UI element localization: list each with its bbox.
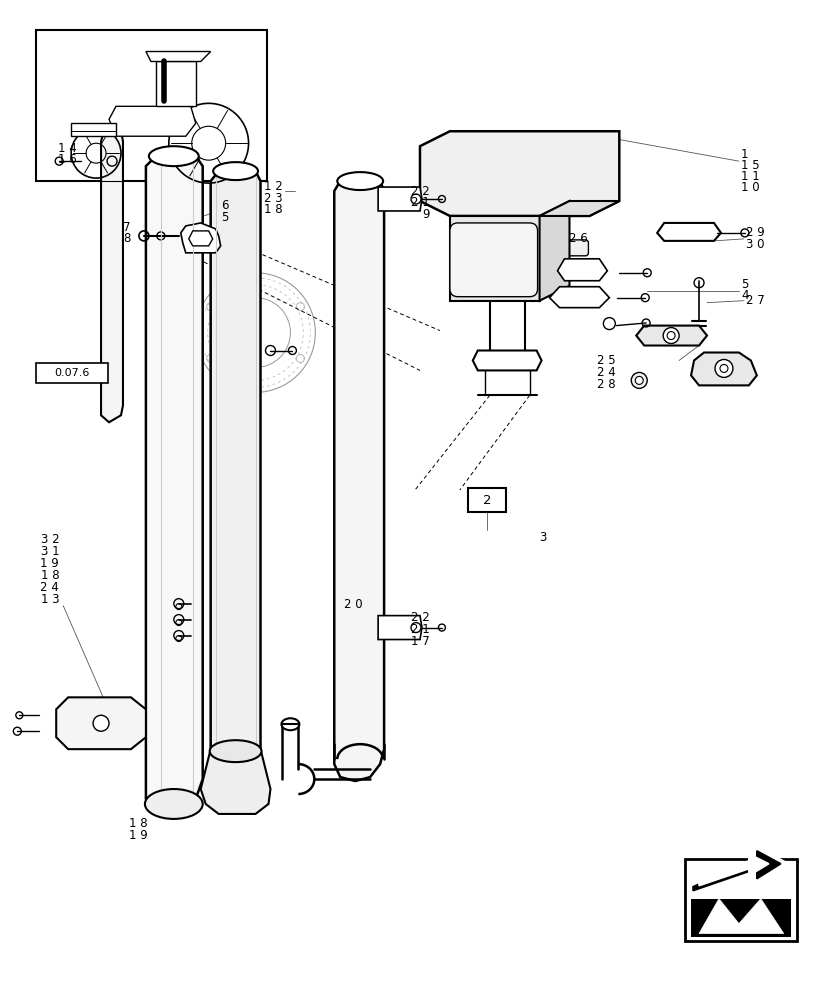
Polygon shape: [691, 352, 756, 385]
Polygon shape: [155, 61, 195, 106]
Text: 0.07.6: 0.07.6: [55, 368, 90, 378]
Polygon shape: [692, 851, 780, 891]
Text: 2 5: 2 5: [596, 354, 615, 367]
Text: 1: 1: [740, 148, 748, 161]
Polygon shape: [109, 106, 195, 136]
Polygon shape: [691, 899, 790, 937]
Ellipse shape: [149, 146, 198, 166]
Text: 2 0: 2 0: [343, 598, 361, 611]
Text: 1 8: 1 8: [129, 817, 147, 830]
Text: 3 2: 3 2: [41, 533, 59, 546]
Text: 4: 4: [740, 289, 748, 302]
Text: 5: 5: [220, 211, 227, 224]
Bar: [467, 488, 505, 512]
Text: 1 9: 1 9: [129, 829, 147, 842]
Ellipse shape: [281, 718, 299, 730]
Circle shape: [715, 359, 732, 377]
Polygon shape: [200, 749, 270, 814]
Polygon shape: [557, 259, 607, 281]
Ellipse shape: [337, 172, 383, 190]
Polygon shape: [449, 216, 539, 301]
Polygon shape: [71, 123, 116, 136]
Polygon shape: [698, 854, 768, 886]
Circle shape: [634, 376, 643, 384]
Bar: [36, 363, 108, 383]
Polygon shape: [101, 131, 123, 422]
Text: 2 4: 2 4: [596, 366, 615, 379]
Text: 2: 2: [482, 493, 490, 506]
Polygon shape: [146, 52, 210, 61]
Text: 3: 3: [539, 531, 547, 544]
Polygon shape: [146, 156, 203, 814]
Polygon shape: [56, 697, 146, 749]
Text: 1 6: 1 6: [59, 153, 77, 166]
Polygon shape: [210, 171, 261, 804]
Ellipse shape: [209, 740, 261, 762]
Polygon shape: [472, 351, 541, 370]
Text: 3 0: 3 0: [745, 238, 763, 251]
Text: 1 7: 1 7: [411, 635, 429, 648]
Polygon shape: [180, 223, 220, 253]
Polygon shape: [635, 326, 706, 346]
Text: 2 8: 2 8: [596, 378, 615, 391]
Polygon shape: [334, 181, 384, 781]
Text: 1 8: 1 8: [41, 569, 59, 582]
Circle shape: [662, 328, 678, 344]
Polygon shape: [691, 849, 788, 894]
Text: 2 2: 2 2: [411, 611, 429, 624]
FancyBboxPatch shape: [449, 223, 537, 297]
Text: 2 2: 2 2: [411, 185, 429, 198]
Circle shape: [719, 364, 727, 372]
Polygon shape: [419, 131, 619, 216]
Polygon shape: [378, 616, 422, 640]
Text: 7: 7: [123, 221, 131, 234]
Circle shape: [93, 715, 109, 731]
Text: 3 1: 3 1: [41, 545, 59, 558]
Text: 8: 8: [123, 232, 131, 245]
Text: 1 2: 1 2: [263, 180, 282, 193]
Text: 2 3: 2 3: [264, 192, 282, 205]
Polygon shape: [549, 287, 609, 308]
Bar: [684, 859, 796, 941]
Text: 2 9: 2 9: [745, 226, 763, 239]
Text: 2 4: 2 4: [41, 581, 59, 594]
Polygon shape: [378, 187, 422, 211]
Text: 1 8: 1 8: [264, 203, 282, 216]
Polygon shape: [539, 201, 619, 216]
Text: 5: 5: [740, 278, 748, 291]
FancyBboxPatch shape: [554, 240, 588, 256]
Text: 2 1: 2 1: [411, 196, 429, 209]
Text: 1 0: 1 0: [740, 181, 758, 194]
Polygon shape: [189, 231, 213, 246]
Text: 2 6: 2 6: [569, 232, 587, 245]
Circle shape: [630, 372, 647, 388]
Ellipse shape: [213, 162, 258, 180]
Text: 6: 6: [220, 199, 228, 212]
Text: 1 5: 1 5: [740, 159, 758, 172]
Polygon shape: [657, 223, 720, 241]
Polygon shape: [698, 899, 783, 934]
Text: 1 4: 1 4: [59, 142, 77, 155]
Text: 1 1: 1 1: [740, 170, 758, 183]
Circle shape: [667, 332, 674, 340]
Bar: [36, 30, 267, 181]
Text: 2 7: 2 7: [745, 294, 763, 307]
Text: 1 9: 1 9: [41, 557, 59, 570]
Text: 1 3: 1 3: [41, 593, 59, 606]
Text: 9: 9: [422, 208, 429, 221]
Ellipse shape: [145, 789, 203, 819]
Text: 2 1: 2 1: [411, 623, 429, 636]
Polygon shape: [539, 201, 569, 301]
